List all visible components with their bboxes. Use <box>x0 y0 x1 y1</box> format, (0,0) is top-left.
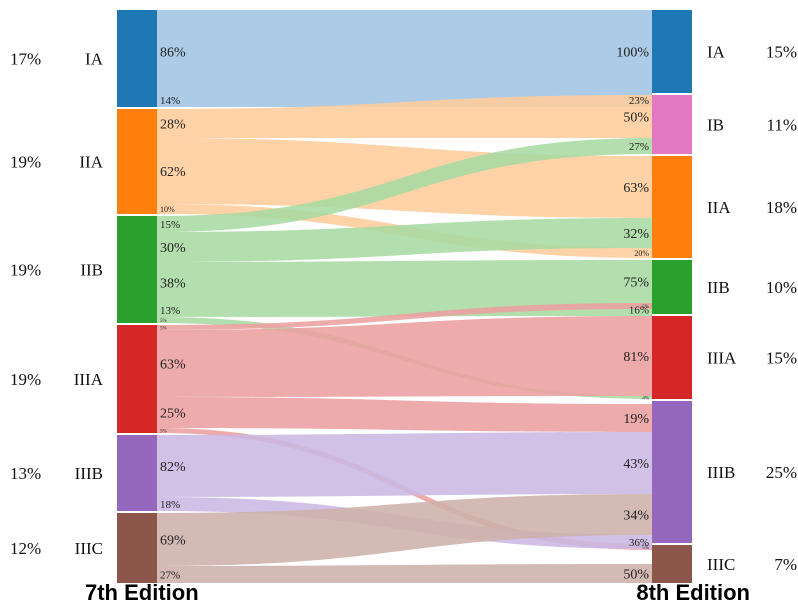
right-node-label: IIA <box>707 198 731 217</box>
left-node-share: 12% <box>10 539 41 558</box>
flow-iib-to-iia <box>157 218 652 262</box>
right-node-share: 10% <box>766 278 797 297</box>
flow-left-percent: 62% <box>160 165 186 180</box>
right-node-share: 15% <box>766 349 797 368</box>
flow-left-percent: 25% <box>160 406 186 421</box>
right-node-ia <box>652 10 692 93</box>
flow-right-percent: 5% <box>642 546 649 551</box>
left-node-iiib <box>117 435 157 511</box>
flow-iiic-to-iiib <box>157 494 652 566</box>
flow-left-percent: 38% <box>160 276 186 291</box>
right-node-share: 7% <box>774 555 797 574</box>
right-node-iib <box>652 260 692 314</box>
right-node-share: 18% <box>766 198 797 217</box>
right-node-label: IA <box>707 43 726 62</box>
flow-right-percent: 34% <box>623 508 649 523</box>
flow-left-percent: 82% <box>160 460 186 475</box>
labels-layer: 86% 100% 14% 23% 28% 50% 62% 63% 10% 20% 15% 27% 30%… <box>10 43 797 583</box>
flow-iib-to-ib <box>157 138 652 232</box>
flow-left-percent: 13% <box>160 305 180 317</box>
right-node-label: IIIA <box>707 349 737 368</box>
left-node-share: 19% <box>10 153 41 172</box>
flow-right-percent: 63% <box>623 181 649 196</box>
flow-right-percent: 23% <box>629 95 649 107</box>
flow-right-percent: 81% <box>623 350 649 365</box>
flow-iiia-to-iib <box>157 303 652 330</box>
flow-left-percent: 28% <box>160 117 186 132</box>
right-node-share: 25% <box>766 463 797 482</box>
right-node-iiib <box>652 401 692 543</box>
flow-right-percent: 16% <box>629 304 649 316</box>
flow-iiic-to-iiic <box>157 564 652 583</box>
flow-right-percent: 32% <box>623 227 649 242</box>
flow-right-percent: 27% <box>629 141 649 153</box>
right-node-share: 15% <box>766 43 797 62</box>
flow-ia-to-ia <box>157 10 652 93</box>
flow-right-percent: 50% <box>623 110 649 125</box>
right-node-iiic <box>652 545 692 583</box>
nodes-layer <box>117 10 692 583</box>
flow-left-percent: 63% <box>160 357 186 372</box>
flows-layer <box>157 10 652 583</box>
flow-right-percent: 50% <box>623 567 649 582</box>
flow-iiib-to-iiib <box>157 432 652 497</box>
flow-left-percent: 27% <box>160 569 180 581</box>
flow-right-percent: 20% <box>634 249 649 258</box>
right-node-ib <box>652 95 692 154</box>
left-node-iiia <box>117 325 157 433</box>
flow-left-percent: 30% <box>160 241 186 256</box>
right-node-label: IIIC <box>707 555 735 574</box>
left-node-label: IIA <box>79 153 103 172</box>
flow-left-percent: 5% <box>160 319 167 324</box>
flow-left-percent: 10% <box>160 205 175 214</box>
flow-left-percent: 86% <box>160 45 186 60</box>
left-node-share: 13% <box>10 464 41 483</box>
flow-left-percent: 5% <box>160 429 167 434</box>
flow-right-percent: 43% <box>623 457 649 472</box>
left-node-share: 17% <box>10 50 41 69</box>
left-node-share: 19% <box>10 370 41 389</box>
right-node-label: IB <box>707 116 724 135</box>
left-node-label: IIIC <box>75 539 103 558</box>
left-node-label: IIIA <box>74 370 104 389</box>
right-node-share: 11% <box>766 116 797 135</box>
flow-left-percent: 5% <box>160 326 167 331</box>
flow-left-percent: 15% <box>160 219 180 231</box>
left-node-iia <box>117 109 157 214</box>
left-node-iib <box>117 216 157 323</box>
right-node-iia <box>652 156 692 258</box>
left-edition-label: 7th Edition <box>85 580 199 603</box>
flow-right-percent: 5% <box>642 305 649 310</box>
flow-iib-to-iib <box>157 260 652 303</box>
flow-left-percent: 69% <box>160 533 186 548</box>
flow-iiia-to-iiia <box>157 316 652 397</box>
flow-right-percent: 75% <box>623 275 649 290</box>
flow-iiia-to-iiib <box>157 397 652 432</box>
left-node-label: IIB <box>80 261 103 280</box>
flow-iia-to-ib <box>157 95 652 138</box>
flow-left-percent: 18% <box>160 499 180 511</box>
flow-left-percent: 14% <box>160 95 180 107</box>
left-node-label: IA <box>85 50 104 69</box>
left-node-iiic <box>117 513 157 583</box>
left-node-ia <box>117 10 157 107</box>
right-node-label: IIB <box>707 278 730 297</box>
left-node-share: 19% <box>10 261 41 280</box>
flow-right-percent: 100% <box>616 45 649 60</box>
flow-right-percent: 19% <box>623 412 649 427</box>
flow-right-percent: 4% <box>642 396 649 401</box>
right-node-iiia <box>652 316 692 399</box>
left-node-label: IIIB <box>75 464 103 483</box>
flow-right-percent: 36% <box>629 537 649 549</box>
right-edition-label: 8th Edition <box>636 580 750 603</box>
right-node-label: IIIB <box>707 463 735 482</box>
